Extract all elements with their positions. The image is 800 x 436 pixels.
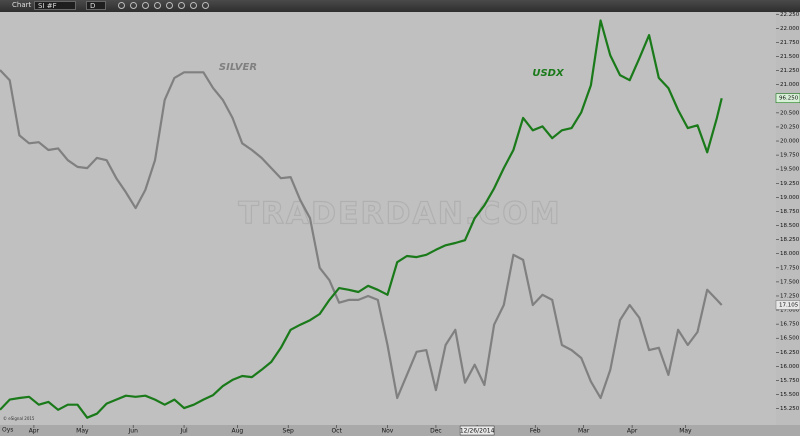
- x-tick-label: Sep: [283, 428, 295, 435]
- y-tick-label: 21.000: [780, 82, 800, 88]
- corner-label: Oys: [2, 427, 13, 434]
- y-tick-label: 21.500: [780, 54, 800, 60]
- y-tick-label: 16.250: [780, 350, 800, 356]
- y-tick-label: 17.500: [780, 279, 800, 285]
- y-tick-label: 17.000: [780, 308, 800, 314]
- window-title: Chart: [12, 1, 32, 9]
- x-tick-label: Nov: [382, 428, 394, 435]
- x-tick-label: May: [679, 428, 692, 435]
- tool-icon[interactable]: [154, 2, 161, 9]
- x-tick-label: Mar: [578, 428, 590, 435]
- series-label: USDX: [532, 68, 565, 79]
- y-tick-label: 22.000: [780, 26, 800, 32]
- y-tick-label: 16.000: [780, 364, 800, 370]
- plot-area: [0, 12, 776, 425]
- crosshair-date-box: [459, 425, 495, 436]
- last-price-box: [775, 300, 800, 310]
- last-price-label: 17.105: [779, 302, 799, 308]
- tool-icon[interactable]: [178, 2, 185, 9]
- toolbar: Chart SI #F D: [0, 0, 800, 12]
- x-tick-label: Aug: [231, 428, 243, 435]
- tool-icon[interactable]: [130, 2, 137, 9]
- y-tick-label: 19.250: [780, 181, 800, 187]
- x-tick-label: Feb: [530, 428, 541, 435]
- y-tick-label: 19.750: [780, 153, 800, 159]
- tool-icon[interactable]: [118, 2, 125, 9]
- time-axis: [0, 425, 800, 436]
- y-tick-label: 15.750: [780, 378, 800, 384]
- y-tick-label: 18.000: [780, 251, 800, 257]
- price-axis: [776, 12, 800, 425]
- y-tick-label: 18.500: [780, 223, 800, 229]
- x-tick-label: Oct: [331, 428, 342, 435]
- x-tick-label: Jun: [128, 428, 139, 435]
- tool-icon[interactable]: [142, 2, 149, 9]
- watermark: TRADERDAN.COM: [238, 197, 561, 232]
- y-tick-label: 17.250: [780, 293, 800, 299]
- x-tick-label: Dec: [430, 428, 442, 435]
- y-tick-label: 15.500: [780, 392, 800, 398]
- x-tick-label: Apr: [29, 428, 40, 435]
- last-price-label: 96.250: [779, 96, 799, 102]
- last-price-box: [775, 93, 800, 104]
- y-tick-label: 19.500: [780, 167, 800, 173]
- y-tick-label: 18.250: [780, 237, 800, 243]
- y-tick-label: 16.500: [780, 336, 800, 342]
- y-tick-label: 21.750: [780, 40, 800, 46]
- tool-icon[interactable]: [202, 2, 209, 9]
- y-tick-label: 20.000: [780, 139, 800, 145]
- interval-input[interactable]: D: [86, 1, 106, 10]
- series-label: SILVER: [219, 62, 257, 73]
- y-tick-label: 20.250: [780, 124, 800, 130]
- tool-icon[interactable]: [166, 2, 173, 9]
- y-tick-label: 15.250: [780, 406, 800, 412]
- y-tick-label: 17.750: [780, 265, 800, 271]
- y-tick-label: 19.000: [780, 195, 800, 201]
- x-tick-label: Apr: [627, 428, 638, 435]
- series-line: [0, 69, 723, 400]
- series-line: [0, 19, 723, 419]
- x-tick-label: 12/26/2014: [460, 428, 495, 435]
- y-tick-label: 18.750: [780, 209, 800, 215]
- y-tick-label: 16.750: [780, 322, 800, 328]
- y-tick-label: 22.250: [780, 12, 800, 18]
- tool-icon[interactable]: [190, 2, 197, 9]
- x-tick-label: Jul: [179, 428, 188, 435]
- x-tick-label: May: [76, 428, 89, 435]
- y-tick-label: 20.500: [780, 110, 800, 116]
- copyright: © eSignal 2015: [3, 416, 35, 421]
- symbol-input[interactable]: SI #F: [34, 1, 76, 10]
- y-tick-label: 21.250: [780, 68, 800, 74]
